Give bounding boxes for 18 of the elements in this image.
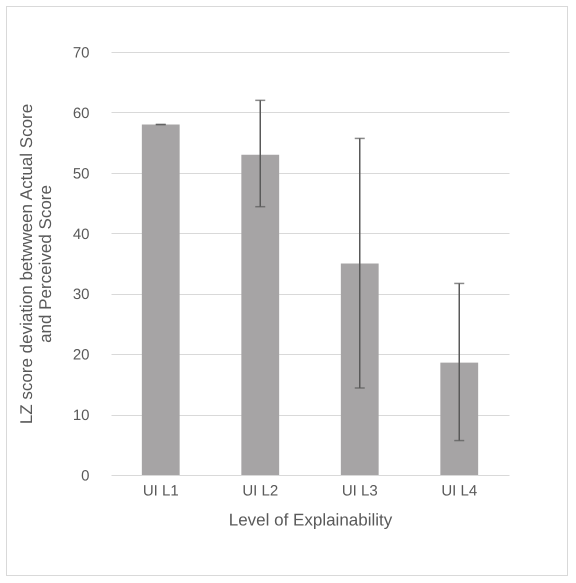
x-axis-title: Level of Explainability xyxy=(228,510,393,530)
x-tick-label: UI L3 xyxy=(342,482,378,500)
bar xyxy=(440,362,478,475)
y-tick-label: 40 xyxy=(72,226,90,243)
bar xyxy=(340,264,379,475)
y-tick-label: 10 xyxy=(72,407,90,424)
bar xyxy=(241,154,280,475)
y-tick-label: 60 xyxy=(72,104,90,122)
x-tick-label: UI L4 xyxy=(441,482,478,500)
y-tick-label: 30 xyxy=(72,286,90,304)
y-tick-label: 50 xyxy=(72,165,90,182)
x-tick-label: UI L1 xyxy=(142,482,179,500)
bar xyxy=(142,124,180,475)
y-tick-label: 70 xyxy=(72,44,90,62)
x-tick-label: UI L2 xyxy=(242,482,278,500)
y-tick-label: 20 xyxy=(72,346,90,364)
y-tick-label: 0 xyxy=(81,468,90,484)
y-axis-title: LZ score deviation betwween Actual Score and Perceived Score xyxy=(16,104,55,424)
